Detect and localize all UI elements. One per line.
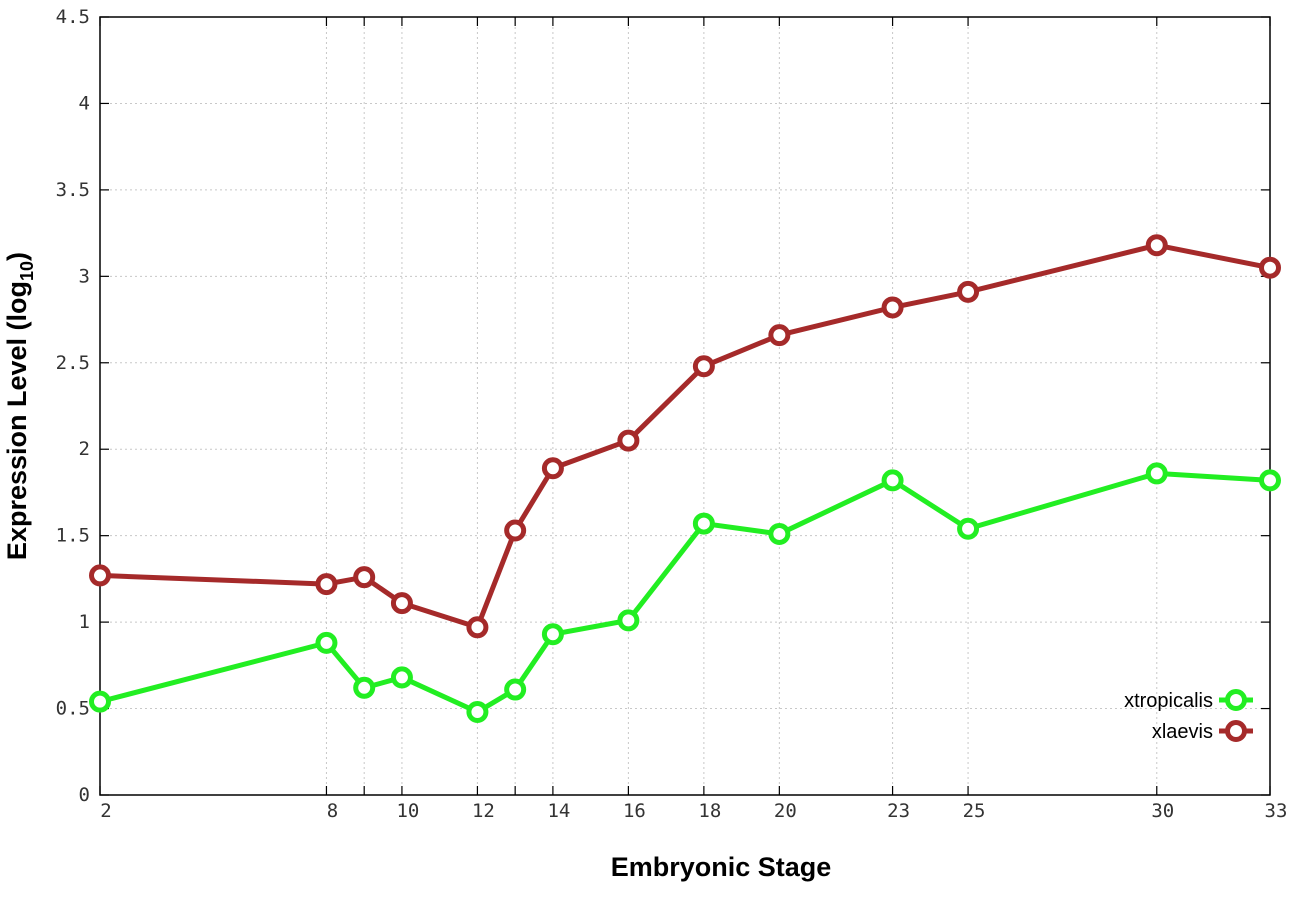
data-point-xtropicalis xyxy=(768,522,791,545)
y-axis-title: Expression Level (log10) xyxy=(2,252,37,560)
y-tick-label: 3.5 xyxy=(56,179,90,201)
data-point-xtropicalis xyxy=(1259,469,1281,492)
x-tick-label: 18 xyxy=(698,800,721,822)
series-xtropicalis xyxy=(89,462,1281,724)
x-tick-label: 14 xyxy=(547,800,570,822)
x-axis-title: Embryonic Stage xyxy=(611,852,832,882)
y-tick-label: 3 xyxy=(79,265,90,287)
data-point-xtropicalis xyxy=(390,666,413,689)
data-point-xtropicalis xyxy=(353,676,376,699)
series-line-xlaevis xyxy=(99,242,1271,630)
data-point-xlaevis xyxy=(315,573,338,596)
data-point-xtropicalis xyxy=(617,609,640,632)
data-point-xtropicalis xyxy=(315,631,338,654)
y-tick-label: 4.5 xyxy=(56,6,90,28)
data-point-xtropicalis xyxy=(466,701,489,724)
data-point-xlaevis xyxy=(353,566,376,589)
data-point-xtropicalis xyxy=(89,690,111,713)
y-axis-title-subscript: 10 xyxy=(17,261,37,281)
data-point-xlaevis xyxy=(957,280,980,303)
x-tick-label: 25 xyxy=(963,800,986,822)
data-point-xtropicalis xyxy=(504,678,527,701)
plot-frame xyxy=(99,16,1271,796)
data-point-xlaevis xyxy=(1259,256,1281,279)
y-tick-label: 1 xyxy=(79,611,90,633)
x-tick-label: 23 xyxy=(887,800,910,822)
data-point-xlaevis xyxy=(89,564,111,587)
series-group xyxy=(89,234,1281,724)
x-tick-label: 33 xyxy=(1265,800,1288,822)
x-tick-label: 10 xyxy=(396,800,419,822)
x-tick-label: 16 xyxy=(623,800,646,822)
data-point-xlaevis xyxy=(617,429,640,452)
x-tick-label: 20 xyxy=(774,800,797,822)
series-line-xtropicalis xyxy=(99,470,1271,715)
x-tick-label: 2 xyxy=(100,800,111,822)
legend: xtropicalis xlaevis xyxy=(1124,689,1253,743)
data-point-xlaevis xyxy=(504,519,527,542)
series-xlaevis xyxy=(89,234,1281,639)
data-point-xlaevis xyxy=(768,324,791,347)
x-tick-label: 8 xyxy=(327,800,338,822)
tick-labels: 2 8 10 12 14 16 18 20 23 25 30 33 0 0.5 1 1.5 2 2.5 3 3.5 4 4… xyxy=(56,6,1288,822)
legend-marker-xtropicalis xyxy=(1219,689,1253,711)
y-tick-label: 2.5 xyxy=(56,352,90,374)
legend-label-xlaevis: xlaevis xyxy=(1152,721,1213,743)
data-point-xtropicalis xyxy=(957,517,980,540)
x-tick-label: 12 xyxy=(472,800,495,822)
data-point-xlaevis xyxy=(692,355,715,378)
legend-point xyxy=(1225,689,1247,711)
legend-point xyxy=(1225,720,1247,742)
data-point-xtropicalis xyxy=(1145,462,1168,485)
y-tick-label: 4 xyxy=(79,92,90,114)
y-axis-title-close: ) xyxy=(2,252,32,261)
data-point-xlaevis xyxy=(541,457,564,480)
y-axis-title-main: Expression Level (log xyxy=(2,281,32,560)
data-point-xtropicalis xyxy=(881,469,904,492)
legend-marker-xlaevis xyxy=(1219,720,1253,742)
x-tick-label: 30 xyxy=(1151,800,1174,822)
y-tick-label: 1.5 xyxy=(56,525,90,547)
y-tick-label: 0.5 xyxy=(56,698,90,720)
data-point-xlaevis xyxy=(390,592,413,615)
data-point-xlaevis xyxy=(466,616,489,639)
y-tick-label: 2 xyxy=(79,438,90,460)
legend-label-xtropicalis: xtropicalis xyxy=(1124,690,1213,712)
grid xyxy=(99,17,1271,795)
axis-ticks xyxy=(99,16,1271,796)
data-point-xlaevis xyxy=(881,296,904,319)
y-tick-label: 0 xyxy=(79,784,90,806)
data-point-xtropicalis xyxy=(692,512,715,535)
data-point-xtropicalis xyxy=(541,623,564,646)
data-point-xlaevis xyxy=(1145,234,1168,257)
